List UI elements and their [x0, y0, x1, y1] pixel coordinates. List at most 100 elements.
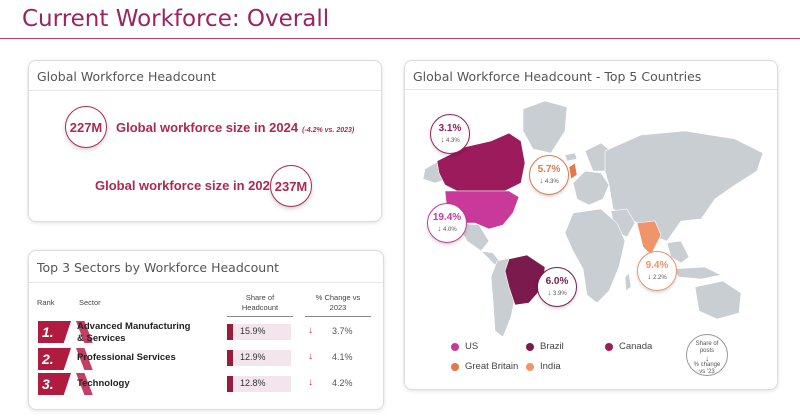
- legend-dot: [605, 342, 613, 351]
- share-cell: 15.9%: [227, 324, 291, 340]
- legend-dot: [451, 362, 459, 371]
- rank-badge: 2.: [38, 348, 71, 370]
- callout-change: ↓ 4.0%: [428, 224, 466, 233]
- legend-label: Brazil: [540, 341, 564, 352]
- map-card-title: Global Workforce Headcount - Top 5 Count…: [413, 69, 702, 84]
- callout-change-text: 4.3%: [445, 138, 460, 144]
- india-shape: [636, 220, 662, 256]
- legend-dot: [526, 362, 534, 371]
- map-card-divider: [405, 89, 777, 90]
- greenland-shape: [522, 100, 568, 154]
- stat-2024-label-text: Global workforce size in 2024: [116, 120, 299, 135]
- sectors-card-title: Top 3 Sectors by Workforce Headcount: [37, 260, 280, 275]
- change-header-rule: [305, 316, 371, 317]
- stat-2024-bubble: 227M: [65, 106, 107, 148]
- world-map: [422, 100, 764, 338]
- key-line1: Share of: [695, 341, 719, 347]
- callout-share: 6.0%: [545, 276, 569, 287]
- change-value: 4.1%: [332, 352, 353, 362]
- callout-india: 9.4% ↓ 2.2%: [637, 251, 677, 291]
- down-arrow-icon: ↓: [308, 377, 313, 388]
- callout-canada: 3.1% ↓ 4.3%: [430, 114, 470, 154]
- madagascar-shape: [624, 272, 632, 292]
- sectors-card-divider: [29, 282, 383, 283]
- legend-dot: [451, 342, 459, 351]
- legend-label: Canada: [619, 341, 653, 352]
- stat-2024-note: (-4.2% vs. 2023): [302, 127, 355, 134]
- header-share: Share of Headcount: [241, 293, 279, 312]
- share-value: 12.9%: [240, 352, 266, 362]
- header-sector: Sector: [79, 298, 101, 307]
- legend-label: US: [465, 341, 479, 352]
- stat-2024-label: Global workforce size in 2024 (-4.2% vs. …: [116, 120, 354, 135]
- legend-india: India: [526, 361, 561, 372]
- share-value: 15.9%: [240, 326, 266, 336]
- share-marker: [227, 324, 233, 340]
- rank-badge: 3.: [38, 373, 71, 395]
- sectors-card: Top 3 Sectors by Workforce Headcount Ran…: [28, 250, 384, 410]
- canada-shape: [436, 132, 526, 192]
- share-key: Share of posts ↓ % change vs '23: [686, 334, 728, 376]
- stat-2023-bubble: 237M: [270, 165, 312, 207]
- down-arrow-icon: ↓: [308, 325, 313, 336]
- indonesia-shape: [672, 266, 722, 280]
- headcount-card-title: Global Workforce Headcount: [37, 69, 216, 84]
- rank-badge: 1.: [38, 321, 71, 343]
- share-cell: 12.9%: [227, 350, 291, 366]
- sector-name: Advanced Manufacturing & Services: [77, 321, 191, 344]
- key-line3: % change: [693, 362, 721, 368]
- share-marker: [227, 350, 233, 366]
- callout-change-text: 3.9%: [552, 291, 567, 297]
- header-rank: Rank: [37, 298, 55, 307]
- headcount-card: Global Workforce Headcount 227M Global w…: [28, 60, 382, 222]
- callout-change: ↓ 2.2%: [638, 272, 676, 281]
- legend-label: India: [540, 361, 561, 372]
- africa-shape: [564, 208, 626, 304]
- legend-brazil: Brazil: [526, 341, 564, 352]
- key-line4: vs '23: [699, 369, 715, 375]
- callout-change: ↓ 4.3%: [431, 135, 469, 144]
- legend-great-britain: Great Britain: [451, 361, 518, 372]
- callout-share: 9.4%: [645, 260, 669, 271]
- russia-asia-shape: [604, 130, 764, 242]
- iceland-shape: [564, 152, 578, 162]
- change-value: 3.7%: [332, 326, 353, 336]
- map-card: Global Workforce Headcount - Top 5 Count…: [404, 60, 778, 390]
- callout-arrow-icon: ↓: [437, 224, 442, 233]
- share-header-rule: [227, 316, 293, 317]
- header-change: % Change vs 2023: [315, 293, 361, 312]
- key-line2: posts: [699, 348, 715, 354]
- callout-change-text: 4.0%: [442, 227, 457, 233]
- callout-change-text: 4.3%: [544, 179, 559, 185]
- stat-2023-label: Global workforce size in 2023: [95, 178, 278, 193]
- callout-share: 19.4%: [432, 212, 462, 223]
- legend-label: Great Britain: [465, 361, 519, 372]
- callout-change-text: 2.2%: [652, 275, 667, 281]
- title-divider: [0, 38, 800, 39]
- callout-arrow-icon: ↓: [440, 135, 445, 144]
- legend-dot: [526, 342, 534, 351]
- callout-brazil: 6.0% ↓ 3.9%: [537, 267, 577, 307]
- share-cell: 12.8%: [227, 376, 291, 392]
- share-marker: [227, 376, 233, 392]
- callout-arrow-icon: ↓: [647, 272, 652, 281]
- callout-arrow-icon: ↓: [539, 176, 544, 185]
- callout-change: ↓ 4.3%: [530, 176, 568, 185]
- callout-arrow-icon: ↓: [547, 288, 552, 297]
- legend-us: US: [451, 341, 478, 352]
- brazil-shape: [504, 254, 546, 306]
- sector-name: Technology: [77, 378, 130, 389]
- change-value: 4.2%: [332, 378, 353, 388]
- europe-shape: [572, 170, 610, 206]
- headcount-card-divider: [29, 90, 381, 91]
- great-britain-shape: [568, 162, 578, 180]
- legend-canada: Canada: [605, 341, 652, 352]
- callout-change: ↓ 3.9%: [538, 288, 576, 297]
- callout-us: 19.4% ↓ 4.0%: [427, 203, 467, 243]
- page-title: Current Workforce: Overall: [22, 6, 330, 32]
- sector-name: Professional Services: [77, 352, 176, 363]
- callout-share: 5.7%: [537, 164, 561, 175]
- callout-share: 3.1%: [438, 123, 462, 134]
- key-arrow-icon: ↓: [705, 354, 709, 363]
- down-arrow-icon: ↓: [308, 351, 313, 362]
